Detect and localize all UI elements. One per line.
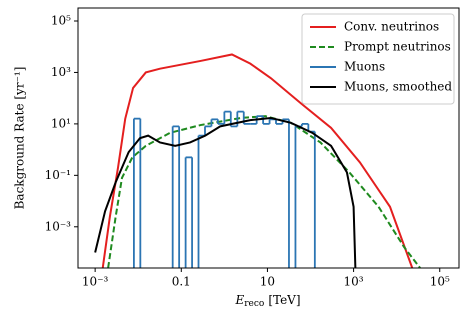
legend-label: Muons: [344, 60, 385, 74]
legend-label: Muons, smoothed: [344, 80, 452, 94]
plot-area: [94, 53, 421, 268]
y-tick-label: 10¹: [51, 116, 71, 130]
y-tick-label: 10⁻¹: [45, 168, 71, 182]
y-tick-label: 10⁵: [51, 13, 71, 27]
x-label-subscript: reco: [244, 299, 264, 309]
legend-label: Conv. neutrinos: [344, 20, 439, 34]
y-tick-label: 10⁻³: [45, 219, 72, 233]
x-tick-label: 0.1: [172, 275, 191, 289]
x-tick-label: 10³: [344, 275, 364, 289]
x-axis-label: Ereco [TeV]: [234, 293, 300, 309]
y-axis-label: Background Rate [yr⁻¹]: [13, 67, 27, 210]
x-tick-label: 10⁻³: [82, 275, 109, 289]
x-label-unit: [TeV]: [268, 293, 300, 307]
legend-label: Prompt neutrinos: [344, 40, 451, 54]
x-tick-label: 10⁵: [430, 275, 450, 289]
y-tick-label: 10³: [51, 65, 71, 79]
x-tick-label: 10: [260, 275, 275, 289]
series-line: [94, 116, 357, 268]
series-line: [107, 115, 421, 268]
axes-frame: [77, 7, 460, 269]
x-label-symbol: E: [234, 293, 244, 307]
series-line: [101, 53, 414, 268]
legend-box: [301, 13, 455, 105]
